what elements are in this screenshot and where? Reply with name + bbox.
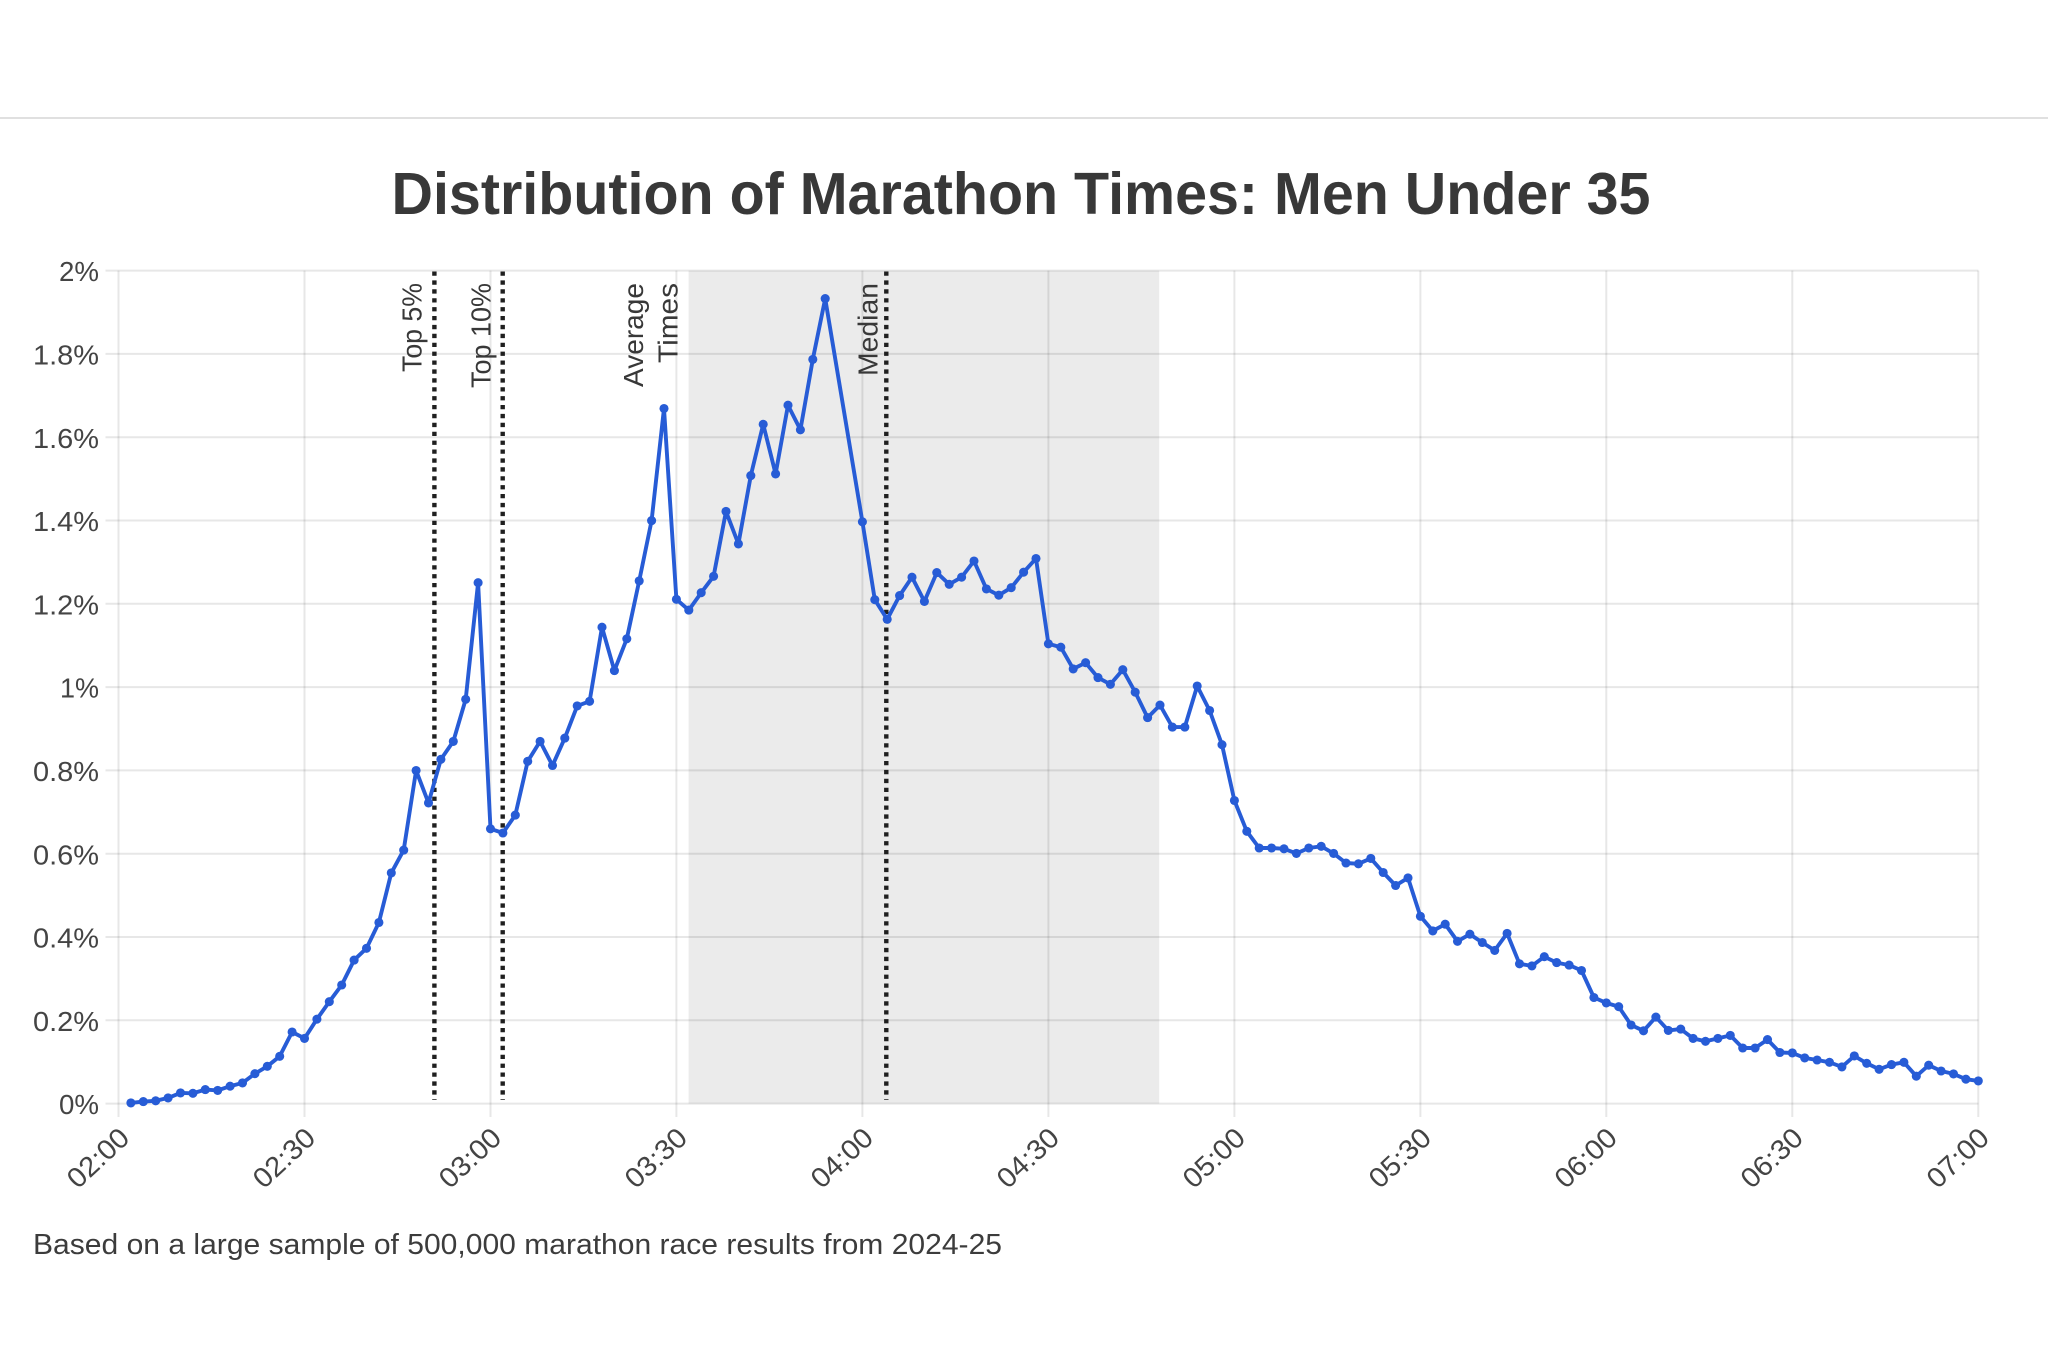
svg-text:1%: 1% — [60, 673, 99, 704]
svg-text:0.4%: 0.4% — [33, 923, 99, 954]
svg-text:1.8%: 1.8% — [33, 340, 99, 371]
svg-text:0.2%: 0.2% — [33, 1006, 99, 1037]
svg-text:0%: 0% — [59, 1089, 99, 1120]
svg-text:0.8%: 0.8% — [33, 756, 99, 787]
svg-text:Median: Median — [853, 283, 884, 376]
svg-text:2%: 2% — [59, 256, 99, 287]
svg-text:1.2%: 1.2% — [33, 589, 99, 620]
svg-text:Based on a large sample of 500: Based on a large sample of 500,000 marat… — [33, 1229, 1002, 1261]
svg-text:0.6%: 0.6% — [33, 839, 99, 870]
svg-text:Average: Average — [618, 283, 649, 387]
svg-text:1.4%: 1.4% — [33, 506, 99, 537]
svg-text:Top 10%: Top 10% — [466, 283, 497, 388]
svg-text:Distribution of Marathon Times: Distribution of Marathon Times: Men Unde… — [392, 161, 1651, 227]
svg-text:Times: Times — [653, 283, 684, 363]
svg-text:1.6%: 1.6% — [33, 423, 99, 454]
svg-text:Top 5%: Top 5% — [397, 283, 428, 372]
